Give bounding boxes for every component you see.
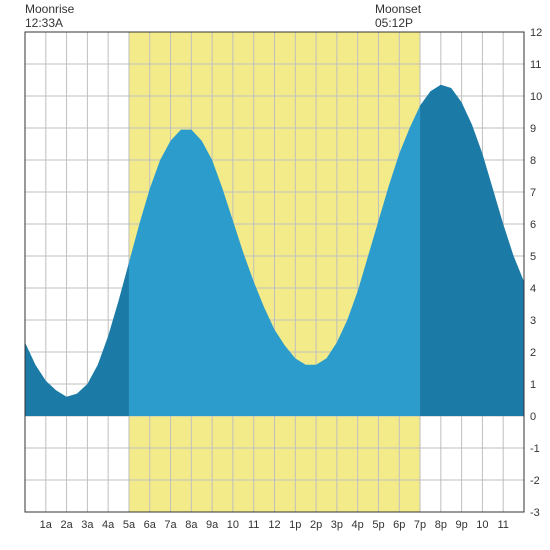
moonset-label: Moonset <box>375 2 421 16</box>
y-tick-label: -2 <box>530 475 540 487</box>
x-tick-label: 6a <box>144 519 157 531</box>
x-tick-label: 4a <box>102 519 115 531</box>
x-tick-label: 7a <box>164 519 177 531</box>
x-tick-label: 3p <box>331 519 343 531</box>
y-tick-label: 5 <box>530 251 536 263</box>
x-tick-label: 9p <box>456 519 468 531</box>
x-tick-label: 7p <box>414 519 426 531</box>
y-tick-label: -1 <box>530 443 540 455</box>
y-tick-label: 4 <box>530 283 536 295</box>
x-tick-label: 2p <box>310 519 322 531</box>
x-tick-label: 10 <box>227 519 239 531</box>
y-tick-label: 11 <box>530 59 541 71</box>
x-tick-label: 1a <box>40 519 53 531</box>
y-tick-label: 3 <box>530 315 536 327</box>
x-tick-label: 1p <box>289 519 301 531</box>
y-tick-label: 7 <box>530 187 536 199</box>
y-tick-label: 10 <box>530 91 542 103</box>
y-tick-label: 6 <box>530 219 536 231</box>
x-tick-label: 6p <box>393 519 405 531</box>
tide-chart: Moonrise 12:33A Moonset 05:12P -3-2-1012… <box>0 0 550 550</box>
y-tick-label: 8 <box>530 155 536 167</box>
moonset-block: Moonset 05:12P <box>375 2 421 31</box>
y-tick-label: 12 <box>530 27 542 39</box>
x-tick-label: 9a <box>206 519 219 531</box>
y-tick-label: 2 <box>530 347 536 359</box>
x-tick-label: 4p <box>352 519 364 531</box>
x-tick-label: 8p <box>435 519 447 531</box>
y-tick-label: 1 <box>530 379 536 391</box>
tide-area-night <box>420 85 524 416</box>
tide-area-night <box>25 262 129 416</box>
x-tick-label: 12 <box>268 519 280 531</box>
chart-svg: -3-2-101234567891011121a2a3a4a5a6a7a8a9a… <box>0 0 550 550</box>
x-tick-label: 3a <box>81 519 94 531</box>
moonrise-block: Moonrise 12:33A <box>25 2 74 31</box>
moonrise-label: Moonrise <box>25 2 74 16</box>
x-tick-label: 5a <box>123 519 136 531</box>
y-tick-label: 9 <box>530 123 536 135</box>
moonset-time: 05:12P <box>375 16 421 30</box>
x-tick-label: 11 <box>497 519 508 531</box>
x-tick-label: 8a <box>185 519 198 531</box>
x-tick-label: 2a <box>60 519 73 531</box>
x-tick-label: 10 <box>476 519 488 531</box>
y-tick-label: -3 <box>530 507 540 519</box>
moonrise-time: 12:33A <box>25 16 74 30</box>
x-tick-label: 11 <box>248 519 259 531</box>
x-tick-label: 5p <box>372 519 384 531</box>
y-tick-label: 0 <box>530 411 536 423</box>
